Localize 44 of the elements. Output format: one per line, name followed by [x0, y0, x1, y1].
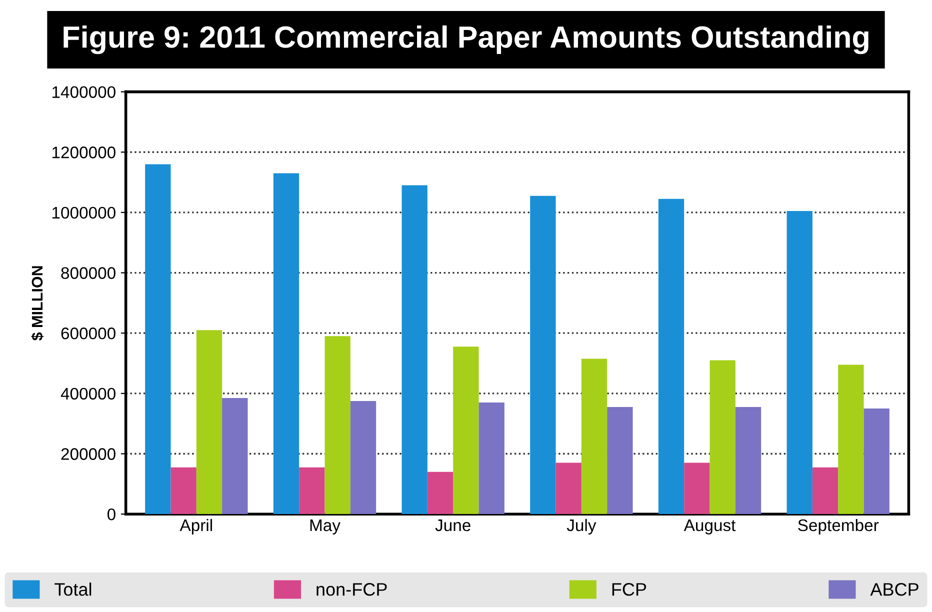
- bar: [530, 196, 556, 514]
- bar: [838, 364, 864, 514]
- bar: [453, 346, 479, 514]
- bar: [427, 472, 454, 514]
- y-tick-label: 1000000: [52, 206, 116, 219]
- bar: [710, 360, 736, 514]
- x-tick-label: July: [566, 518, 596, 534]
- legend-label: FCP: [612, 583, 646, 596]
- bar: [273, 173, 300, 514]
- x-tick-label: June: [435, 520, 470, 532]
- legend-label: Total: [54, 582, 92, 596]
- bar: [170, 467, 196, 514]
- y-axis-title: $ MILLION: [31, 266, 44, 341]
- bar: [402, 185, 428, 514]
- bar: [196, 330, 222, 514]
- bar: [478, 402, 504, 514]
- bar: [299, 467, 325, 514]
- bar: [658, 198, 684, 514]
- y-tick-label: 0: [107, 508, 116, 520]
- x-tick-label: April: [180, 518, 212, 534]
- bar: [864, 408, 890, 514]
- legend-label: non-FCP: [316, 583, 387, 596]
- bar: [350, 400, 376, 514]
- bar: [145, 164, 171, 514]
- y-tick-label: 800000: [61, 267, 116, 279]
- legend-label: ABCP: [870, 583, 918, 596]
- bar: [324, 336, 350, 514]
- bar: [607, 407, 633, 514]
- y-tick-label: 200000: [61, 448, 116, 460]
- bar: [735, 407, 762, 514]
- y-tick-label: 600000: [61, 328, 116, 340]
- bar: [222, 398, 248, 514]
- bar: [812, 467, 838, 514]
- x-tick-label: May: [310, 520, 340, 534]
- bar: [556, 462, 582, 514]
- bar: [581, 358, 608, 514]
- chart-title: Figure 9: 2011 Commercial Paper Amounts Outstanding: [64, 25, 868, 54]
- x-tick-label: September: [798, 518, 879, 534]
- bar: [786, 210, 812, 514]
- y-tick-label: 400000: [60, 388, 116, 400]
- x-tick-label: August: [684, 520, 736, 534]
- y-tick-label: 1200000: [52, 146, 116, 158]
- bar: [684, 462, 710, 514]
- y-tick-label: 1400000: [52, 86, 116, 98]
